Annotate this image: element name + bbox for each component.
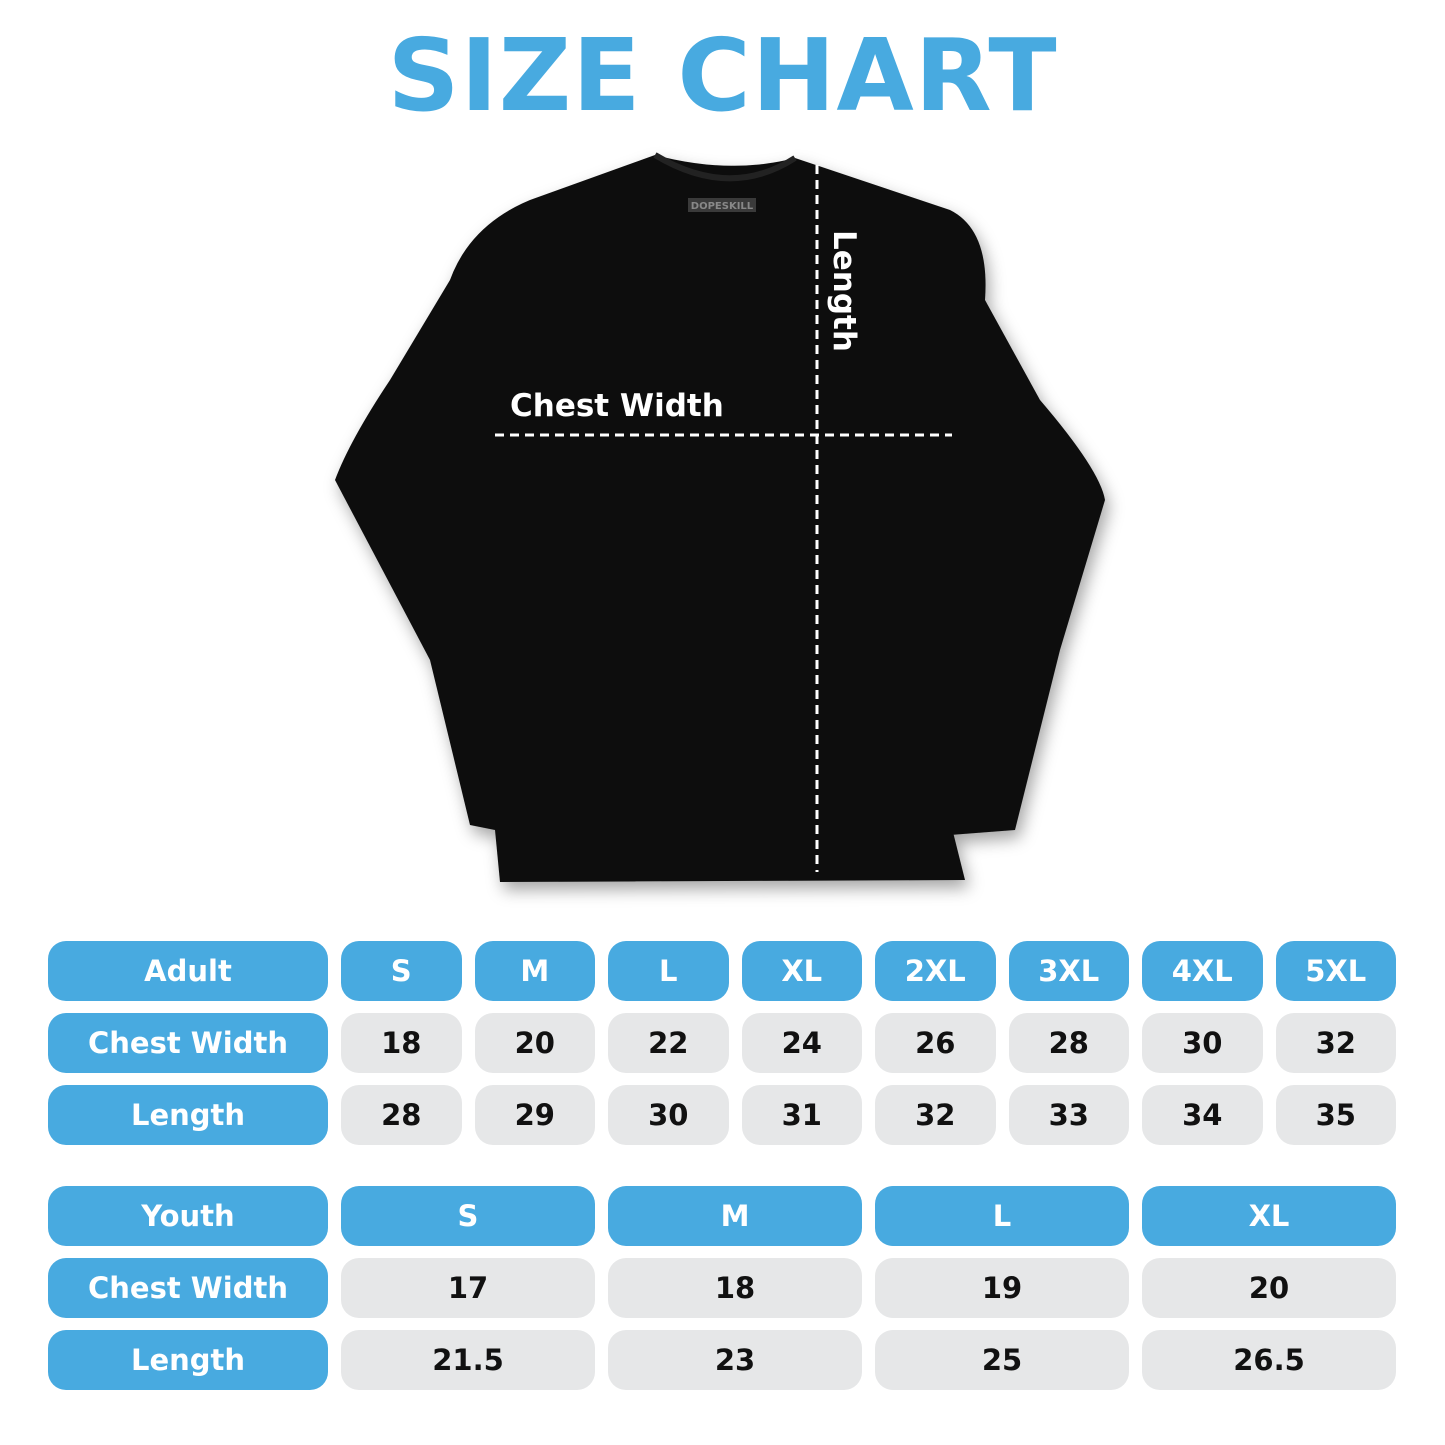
- youth-value-cell: 18: [608, 1258, 862, 1318]
- youth-value-cell: 21.5: [341, 1330, 595, 1390]
- shirt-body: [335, 155, 1105, 882]
- adult-value-cell: 20: [474, 1013, 595, 1073]
- page-title: SIZE CHART: [387, 17, 1058, 134]
- adult-value-cell: 34: [1142, 1085, 1263, 1145]
- adult-size-5xl: 5XL: [1275, 941, 1396, 1001]
- adult-value-cell: 30: [1142, 1013, 1263, 1073]
- adult-value-cell: 28: [1008, 1013, 1129, 1073]
- youth-header: Youth: [48, 1186, 328, 1246]
- adult-value-cell: 24: [741, 1013, 862, 1073]
- adult-row-label: Chest Width: [48, 1013, 328, 1073]
- brand-tag: DOPESKILL: [691, 201, 754, 212]
- adult-value-cell: 29: [474, 1085, 595, 1145]
- adult-value-cell: 33: [1008, 1085, 1129, 1145]
- youth-value-cell: 25: [875, 1330, 1129, 1390]
- adult-size-4xl: 4XL: [1142, 941, 1263, 1001]
- youth-size-m: M: [608, 1186, 862, 1246]
- youth-value-cell: 19: [875, 1258, 1129, 1318]
- adult-row-label: Length: [48, 1085, 328, 1145]
- adult-size-s: S: [341, 941, 462, 1001]
- adult-value-cell: 31: [741, 1085, 862, 1145]
- adult-value-cell: 32: [1275, 1013, 1396, 1073]
- adult-value-cell: 30: [608, 1085, 729, 1145]
- adult-value-cell: 28: [341, 1085, 462, 1145]
- youth-value-cell: 23: [608, 1330, 862, 1390]
- adult-header: Adult: [48, 941, 328, 1001]
- youth-value-cell: 26.5: [1142, 1330, 1396, 1390]
- adult-value-cell: 32: [875, 1085, 996, 1145]
- youth-size-l: L: [875, 1186, 1129, 1246]
- youth-size-xl: XL: [1142, 1186, 1396, 1246]
- adult-size-3xl: 3XL: [1008, 941, 1129, 1001]
- adult-size-m: M: [474, 941, 595, 1001]
- adult-value-cell: 35: [1275, 1085, 1396, 1145]
- length-label: Length: [826, 230, 862, 352]
- chest-width-label: Chest Width: [510, 388, 724, 424]
- youth-value-cell: 20: [1142, 1258, 1396, 1318]
- adult-value-cell: 22: [608, 1013, 729, 1073]
- youth-row-label: Length: [48, 1330, 328, 1390]
- shirt-illustration: DOPESKILL: [335, 152, 1105, 882]
- adult-size-l: L: [608, 941, 729, 1001]
- youth-value-cell: 17: [341, 1258, 595, 1318]
- youth-row-label: Chest Width: [48, 1258, 328, 1318]
- adult-size-2xl: 2XL: [875, 941, 996, 1001]
- adult-value-cell: 18: [341, 1013, 462, 1073]
- adult-size-xl: XL: [741, 941, 862, 1001]
- youth-size-s: S: [341, 1186, 595, 1246]
- adult-value-cell: 26: [875, 1013, 996, 1073]
